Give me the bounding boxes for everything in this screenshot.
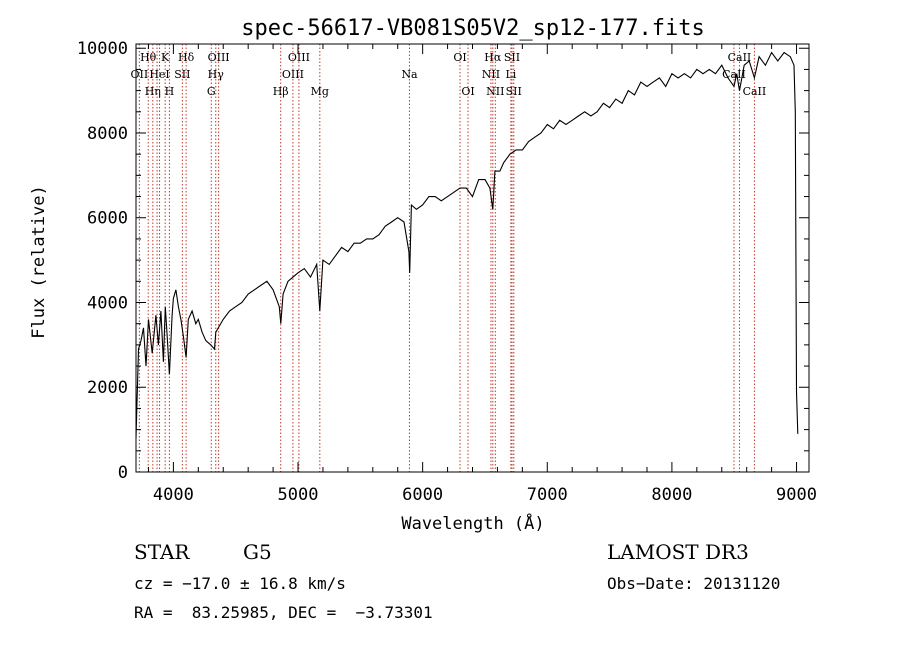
y-tick-label: 8000	[87, 124, 128, 144]
x-tick-label: 8000	[651, 485, 692, 505]
x-axis-label: Wavelength (Å)	[401, 512, 544, 534]
line-label: CaII	[743, 85, 767, 98]
line-label: Hγ	[208, 68, 225, 81]
y-tick-label: 10000	[77, 39, 128, 59]
x-axis: 4000 5000 6000 7000 8000 9000	[147, 44, 817, 505]
line-label: SII	[506, 85, 522, 98]
x-tick-label: 4000	[153, 485, 194, 505]
x-tick-label: 9000	[776, 485, 817, 505]
line-label: CaII	[728, 51, 752, 64]
y-tick-label: 0	[118, 463, 128, 483]
line-label: OIII	[282, 68, 304, 81]
line-label: NII	[482, 68, 500, 81]
line-label: SII	[504, 51, 520, 64]
spectrum-line	[135, 51, 799, 439]
y-axis: 0 2000 4000 6000 8000 10000	[77, 39, 809, 483]
y-axis-label: Flux (relative)	[29, 185, 49, 339]
x-tick-label: 5000	[278, 485, 319, 505]
line-label: HeI	[149, 68, 169, 81]
line-label: OIII	[208, 51, 230, 64]
observation-date: Obs−Date: 20131120	[607, 574, 781, 593]
coordinates: RA = 83.25985, DEC = −3.73301	[134, 603, 433, 622]
object-class: STAR	[134, 540, 190, 564]
redshift-cz: cz = −17.0 ± 16.8 km/s	[134, 574, 346, 593]
line-label: OII	[131, 68, 149, 81]
line-label: K	[161, 51, 170, 64]
line-labels: OII Hθ Hη HeI K H SII Hδ G Hγ OIII Hβ OIII OIII Mg Na OI…	[131, 51, 767, 98]
y-tick-label: 4000	[87, 293, 128, 313]
line-label: OIII	[288, 51, 310, 64]
subclass: G5	[243, 540, 272, 564]
x-tick-label: 6000	[402, 485, 443, 505]
line-label: Li	[505, 68, 516, 81]
line-label: SII	[174, 68, 190, 81]
line-label: Hβ	[273, 85, 289, 98]
y-tick-label: 6000	[87, 209, 128, 229]
line-label: Hθ	[140, 51, 157, 64]
line-label: Na	[401, 68, 418, 81]
line-label: Hα	[484, 51, 502, 64]
line-label: Mg	[311, 85, 329, 98]
line-label: OI	[453, 51, 466, 64]
line-label: OI	[461, 85, 474, 98]
y-tick-label: 2000	[87, 378, 128, 398]
x-tick-label: 7000	[527, 485, 568, 505]
plot-frame	[135, 43, 810, 473]
survey-name: LAMOST DR3	[607, 540, 749, 564]
line-label: G	[207, 85, 216, 98]
line-markers	[138, 44, 755, 472]
chart-title: spec-56617-VB081S05V2_sp12-177.fits	[241, 16, 705, 41]
line-label: Hδ	[178, 51, 195, 64]
line-label: NII	[486, 85, 504, 98]
line-label: Hη	[145, 85, 161, 98]
line-label: H	[165, 85, 175, 98]
